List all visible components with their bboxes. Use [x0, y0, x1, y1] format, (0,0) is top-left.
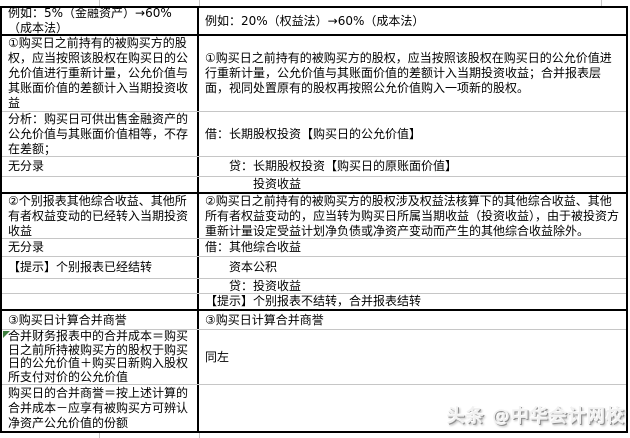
gridline-stub [99, 0, 100, 6]
table-row: 购买日的合并商誉＝按上述计算的合并成本－应享有被购买方可辨认净资产公允价值的份额 [2, 385, 626, 431]
cell-point1-left: ①购买日之前持有的被购买方的股权，应当按照该股权在购买日的公允价值进行重新计量，… [2, 36, 199, 111]
table-row: ①购买日之前持有的被购买方的股权，应当按照该股权在购买日的公允价值进行重新计量，… [2, 36, 626, 112]
cell-point2-right: ②购买日之前持有的被购买方的股权涉及权益法核算下的其他综合收益、其他所有者权益变… [205, 194, 620, 238]
table-row: ③购买日计算合并商誉 ③购买日计算合并商誉 [2, 311, 626, 330]
cell-point2-left: ②个别报表其他综合收益、其他所有者权益变动的已经转入当期投资收益 [2, 194, 199, 238]
table-row: 无分录 借：其他综合收益 [2, 239, 626, 257]
cell-credit-entry-right: 贷：长期股权投资【购买日的原账面价值】 [229, 159, 458, 173]
table-row: 贷：投资收益 [2, 279, 626, 294]
cell-point3-left: ③购买日计算合并商誉 [2, 311, 199, 329]
watermark: 头条 @中华会计网校 [446, 406, 625, 427]
cell-empty2-left [2, 279, 199, 293]
table-row: 例如：5%（金融资产）→60%（成本法） 例如：20%（权益法）→60%（成本法… [2, 8, 626, 36]
cell-no-entry-left: 无分录 [2, 157, 199, 176]
cell-analysis-left: 分析：购买日可供出售金融资产的公允价值与其账面价值相等，不存在差额； [2, 112, 199, 156]
cell-point1-right: ①购买日之前持有的被购买方的股权，应当按照该股权在购买日的公允价值进行重新计量，… [205, 51, 612, 95]
cell-tip-right: 【提示】个别报表不结转，合并报表结转 [205, 294, 422, 308]
cell-empty3-left [2, 294, 199, 309]
cell-debit-oci-right: 借：其他综合收益 [205, 240, 302, 254]
cell-investment-income-right: 投资收益 [253, 177, 302, 191]
cell-goodwill-left: 购买日的合并商誉＝按上述计算的合并成本－应享有被购买方可辨认净资产公允价值的份额 [2, 385, 199, 431]
table-row: 无分录 贷：长期股权投资【购买日的原账面价值】 [2, 157, 626, 177]
comment-triangle-icon [3, 331, 10, 338]
cell-example-right: 例如：20%（权益法）→60%（成本法） [205, 13, 425, 28]
cell-capital-reserve-right: 资本公积 [229, 260, 278, 274]
gridline-stub [199, 0, 200, 6]
table-row: 【提示】个别报表不结转，合并报表结转 [2, 294, 626, 311]
cell-empty-left [2, 177, 199, 192]
cell-point3-right: ③购买日计算合并商誉 [205, 312, 324, 327]
comparison-table: 例如：5%（金融资产）→60%（成本法） 例如：20%（权益法）→60%（成本法… [0, 6, 628, 433]
cell-no-entry2-left: 无分录 [2, 239, 199, 256]
gridline-stub [601, 0, 602, 6]
cell-same-as-left: 同左 [205, 349, 230, 364]
gridline-stub [199, 433, 200, 438]
table-row: ②个别报表其他综合收益、其他所有者权益变动的已经转入当期投资收益 ②购买日之前持… [2, 194, 626, 239]
table-row: 合并财务报表中的合并成本＝购买日之前所持被购买方的股权于购买日的公允价值＋购买日… [2, 330, 626, 385]
gridline-stub [99, 433, 100, 438]
cell-example-left: 例如：5%（金融资产）→60%（成本法） [2, 8, 199, 34]
table-row: 【提示】个别报表已经结转 资本公积 [2, 257, 626, 279]
cell-tip-left: 【提示】个别报表已经结转 [2, 257, 199, 278]
cell-debit-entry-right: 借：长期股权投资【购买日的公允价值】 [205, 126, 422, 141]
cell-merge-cost-left: 合并财务报表中的合并成本＝购买日之前所持被购买方的股权于购买日的公允价值＋购买日… [2, 330, 199, 384]
table-row: 分析：购买日可供出售金融资产的公允价值与其账面价值相等，不存在差额； 借：长期股… [2, 112, 626, 157]
cell-credit-income-right: 贷：投资收益 [229, 279, 302, 293]
table-row: 投资收益 [2, 177, 626, 194]
